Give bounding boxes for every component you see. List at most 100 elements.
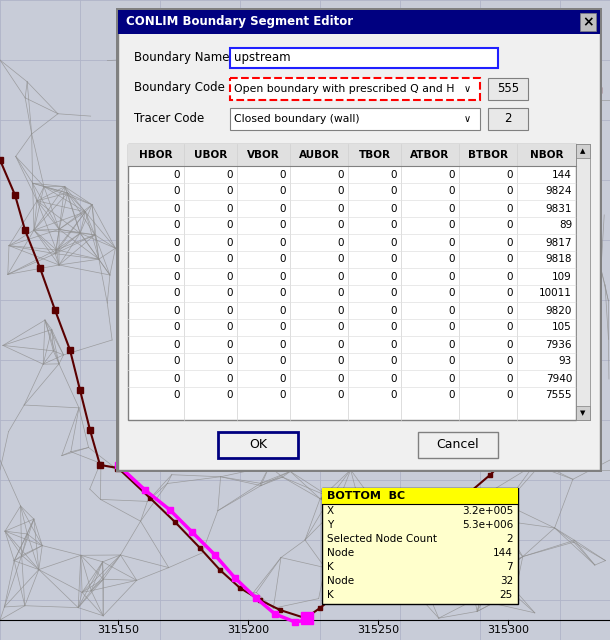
Text: 0: 0 xyxy=(448,289,455,298)
Text: UBOR: UBOR xyxy=(194,150,227,160)
Text: 5.3e+006: 5.3e+006 xyxy=(462,520,513,530)
Text: 0: 0 xyxy=(173,323,180,333)
Text: 0: 0 xyxy=(448,170,455,179)
Text: 0: 0 xyxy=(448,323,455,333)
Bar xyxy=(218,432,298,458)
Bar xyxy=(118,10,600,34)
Text: 89: 89 xyxy=(559,221,572,230)
Text: 0: 0 xyxy=(173,204,180,214)
Text: 0: 0 xyxy=(173,221,180,230)
Text: Boundary Code: Boundary Code xyxy=(134,81,225,95)
Text: Closed boundary (wall): Closed boundary (wall) xyxy=(234,114,360,124)
Text: 0: 0 xyxy=(226,204,233,214)
Text: 0: 0 xyxy=(173,237,180,248)
Text: Boundary Name: Boundary Name xyxy=(134,51,229,63)
Text: 32: 32 xyxy=(500,576,513,586)
Text: 0: 0 xyxy=(279,204,286,214)
Text: 0: 0 xyxy=(173,186,180,196)
Text: VBOR: VBOR xyxy=(247,150,280,160)
Text: 0: 0 xyxy=(448,237,455,248)
Text: 555: 555 xyxy=(497,83,519,95)
Text: 0: 0 xyxy=(226,356,233,367)
Text: 0: 0 xyxy=(448,204,455,214)
Text: 0: 0 xyxy=(390,237,397,248)
Text: 0: 0 xyxy=(279,356,286,367)
Text: ▲: ▲ xyxy=(580,148,586,154)
Text: 0: 0 xyxy=(337,237,344,248)
Text: 0: 0 xyxy=(506,255,513,264)
Bar xyxy=(118,10,600,470)
Text: 9818: 9818 xyxy=(545,255,572,264)
Text: 0: 0 xyxy=(173,374,180,383)
Text: 0: 0 xyxy=(337,390,344,401)
Text: 0: 0 xyxy=(506,186,513,196)
Text: 0: 0 xyxy=(226,374,233,383)
Text: 7: 7 xyxy=(506,562,513,572)
Text: OK: OK xyxy=(249,438,267,451)
Text: 0: 0 xyxy=(226,237,233,248)
Text: 0: 0 xyxy=(506,390,513,401)
Text: 0: 0 xyxy=(390,170,397,179)
Text: 315150: 315150 xyxy=(97,625,139,635)
Text: Node: Node xyxy=(327,576,354,586)
Text: 0: 0 xyxy=(390,271,397,282)
Text: 0: 0 xyxy=(390,390,397,401)
Text: Cancel: Cancel xyxy=(437,438,479,451)
Text: AUBOR: AUBOR xyxy=(298,150,339,160)
Text: 0: 0 xyxy=(390,289,397,298)
Text: 9824: 9824 xyxy=(545,186,572,196)
Text: 0: 0 xyxy=(448,271,455,282)
Text: 0: 0 xyxy=(226,170,233,179)
Text: 0: 0 xyxy=(173,356,180,367)
Text: 9831: 9831 xyxy=(545,204,572,214)
Text: 0: 0 xyxy=(226,323,233,333)
Text: 0: 0 xyxy=(390,323,397,333)
Text: 7936: 7936 xyxy=(545,339,572,349)
Text: 0: 0 xyxy=(226,255,233,264)
Text: upstream: upstream xyxy=(234,51,290,65)
Text: ∨: ∨ xyxy=(464,84,470,94)
Text: 0: 0 xyxy=(448,255,455,264)
Text: 0: 0 xyxy=(506,271,513,282)
Bar xyxy=(580,13,596,31)
Text: 0: 0 xyxy=(337,170,344,179)
Text: Open boundary with prescribed Q and H: Open boundary with prescribed Q and H xyxy=(234,84,454,94)
Text: 0: 0 xyxy=(390,374,397,383)
Text: 0: 0 xyxy=(279,237,286,248)
Text: 0: 0 xyxy=(279,305,286,316)
Text: 0: 0 xyxy=(173,390,180,401)
Text: 0: 0 xyxy=(337,356,344,367)
Text: 0: 0 xyxy=(448,339,455,349)
Text: 144: 144 xyxy=(552,170,572,179)
Text: 144: 144 xyxy=(493,548,513,558)
Text: 0: 0 xyxy=(226,390,233,401)
Text: 0: 0 xyxy=(390,356,397,367)
Text: 0: 0 xyxy=(279,339,286,349)
Text: 0: 0 xyxy=(337,221,344,230)
Text: 0: 0 xyxy=(226,289,233,298)
Text: 0: 0 xyxy=(173,339,180,349)
Text: 0: 0 xyxy=(506,237,513,248)
Text: 0: 0 xyxy=(279,289,286,298)
Text: 9817: 9817 xyxy=(545,237,572,248)
Text: ∨: ∨ xyxy=(464,114,470,124)
Text: 0: 0 xyxy=(448,390,455,401)
Text: 10011: 10011 xyxy=(539,289,572,298)
Bar xyxy=(488,108,528,130)
Text: 0: 0 xyxy=(337,305,344,316)
Text: 0: 0 xyxy=(506,374,513,383)
Text: 0: 0 xyxy=(337,186,344,196)
Text: 0: 0 xyxy=(337,374,344,383)
Text: 0: 0 xyxy=(226,305,233,316)
Text: 0: 0 xyxy=(390,221,397,230)
Text: Y: Y xyxy=(327,520,333,530)
Text: BOTTOM  BC: BOTTOM BC xyxy=(327,491,405,501)
Bar xyxy=(128,144,576,166)
Text: 0: 0 xyxy=(506,356,513,367)
Text: 0: 0 xyxy=(337,255,344,264)
Bar xyxy=(488,78,528,100)
Text: 0: 0 xyxy=(337,289,344,298)
Text: 0: 0 xyxy=(279,255,286,264)
Text: 0: 0 xyxy=(506,305,513,316)
Text: 0: 0 xyxy=(279,374,286,383)
